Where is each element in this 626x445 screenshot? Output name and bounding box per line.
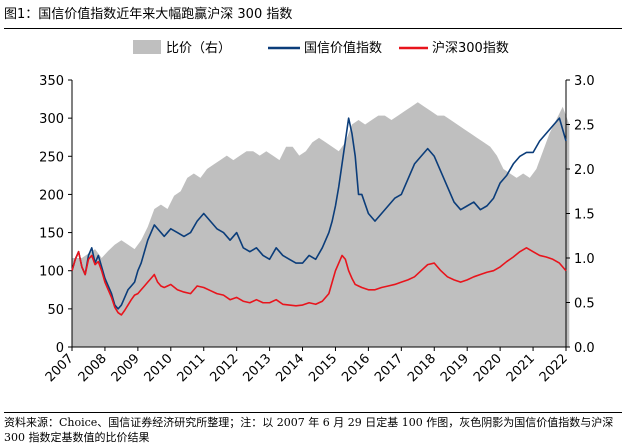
legend: 比价（右） 国信价值指数 沪深300指数 xyxy=(133,40,509,56)
x-tick-label: 2021 xyxy=(504,351,538,385)
lines-layer xyxy=(71,117,567,316)
x-tick-label: 2020 xyxy=(471,351,505,385)
x-tick-label: 2022 xyxy=(537,351,571,385)
left-tick-label: 0 xyxy=(56,341,64,356)
x-tick-label: 2017 xyxy=(372,351,406,385)
left-tick-label: 100 xyxy=(39,265,64,280)
x-tick-label: 2018 xyxy=(405,351,439,385)
x-tick-label: 2019 xyxy=(438,351,472,385)
x-tick-label: 2014 xyxy=(273,351,307,385)
right-tick-label: 1.0 xyxy=(574,252,595,267)
x-tick-label: 2010 xyxy=(142,351,176,385)
source-note: 资料来源：Choice、国信证券经济研究所整理；注：以 2007 年 6 月 2… xyxy=(4,412,622,445)
legend-swatch-ratio xyxy=(133,40,161,54)
right-tick-label: 2.0 xyxy=(574,163,595,178)
x-tick-label: 2015 xyxy=(306,351,340,385)
right-tick-label: 1.5 xyxy=(574,208,595,223)
left-tick-label: 150 xyxy=(39,227,64,242)
x-tick-label: 2008 xyxy=(76,351,110,385)
guoxin-value-line xyxy=(71,117,567,310)
left-tick-label: 350 xyxy=(39,74,64,89)
x-tick-label: 2016 xyxy=(339,351,373,385)
x-tick-label: 2009 xyxy=(109,351,143,385)
right-tick-label: 0.5 xyxy=(574,297,595,312)
left-tick-label: 250 xyxy=(39,150,64,165)
ratio-area-layer xyxy=(72,102,570,347)
x-tick-label: 2011 xyxy=(175,351,209,385)
x-tick-label: 2013 xyxy=(240,351,274,385)
chart: 0 50 100 150 200 250 300 350 0.0 0.5 1.0 1.5 2.0 2.5 3… xyxy=(39,40,595,385)
legend-label-guoxin: 国信价值指数 xyxy=(304,40,382,56)
right-tick-label: 0.0 xyxy=(574,341,595,356)
x-tick-label: 2012 xyxy=(207,351,241,385)
ratio-area xyxy=(72,102,570,347)
right-tick-label: 3.0 xyxy=(574,74,595,89)
left-tick-label: 300 xyxy=(39,112,64,127)
left-tick-label: 50 xyxy=(47,303,64,318)
left-tick-label: 200 xyxy=(39,188,64,203)
legend-label-ratio: 比价（右） xyxy=(166,41,231,56)
hs300-line xyxy=(71,247,567,316)
right-tick-label: 2.5 xyxy=(574,119,595,134)
legend-label-hs300: 沪深300指数 xyxy=(432,40,509,56)
x-tick-label: 2007 xyxy=(43,351,77,385)
figure-title: 图1：国信价值指数近年来大幅跑赢沪深 300 指数 xyxy=(4,2,622,29)
